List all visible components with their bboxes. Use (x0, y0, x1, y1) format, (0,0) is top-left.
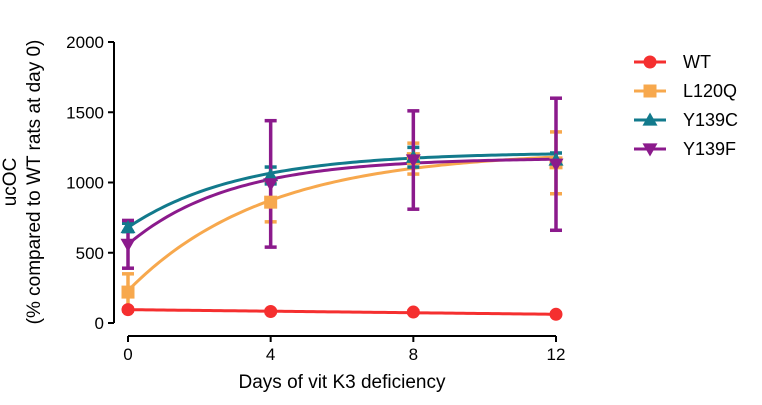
x-tick-label: 4 (266, 345, 275, 364)
data-point-y139f (263, 178, 279, 192)
y-axis-title-line1: ucOC (0, 158, 21, 207)
y-tick-label: 0 (95, 314, 104, 333)
x-tick-label: 12 (547, 345, 566, 364)
x-tick-label: 0 (123, 345, 132, 364)
data-point-wt (121, 303, 135, 317)
data-point-y139c (120, 219, 136, 234)
data-point-y139f (548, 158, 564, 172)
y-tick-label: 1500 (66, 103, 104, 122)
legend-marker-l120q (643, 84, 657, 98)
legend-marker-y139f (642, 143, 658, 157)
fit-curve-y139f (127, 157, 557, 246)
data-point-y139f (120, 238, 136, 252)
x-axis-title: Days of vit K3 deficiency (239, 372, 446, 393)
data-markers (120, 149, 564, 321)
data-point-y139f (405, 154, 421, 168)
y-tick-label: 1000 (66, 174, 104, 193)
fit-curve-y139c (127, 152, 557, 229)
y-axis-title-line2: (% compared to WT rats at day 0) (24, 40, 45, 325)
legend-label-l120q: L120Q (683, 81, 737, 101)
x-tick-label: 8 (409, 345, 418, 364)
fit-curves (126, 152, 557, 316)
y-tick-label: 500 (76, 244, 104, 263)
data-point-wt (264, 304, 278, 318)
fit-curve-l120q (126, 155, 557, 292)
legend-marker-y139c (642, 112, 658, 126)
legend: WT L120Q Y139C Y139F (634, 52, 738, 159)
data-point-l120q (264, 195, 278, 209)
data-point-wt (406, 305, 420, 319)
fit-curve-wt (127, 308, 557, 316)
data-point-wt (549, 307, 563, 321)
legend-marker-wt (643, 55, 657, 69)
legend-label-y139c: Y139C (683, 110, 738, 130)
legend-label-wt: WT (683, 52, 711, 72)
legend-label-y139f: Y139F (683, 139, 736, 159)
data-point-y139c (263, 167, 279, 182)
data-point-l120q (121, 285, 135, 299)
axes: 0 500 1000 1500 2000 0 4 8 12 (66, 33, 565, 364)
y-tick-label: 2000 (66, 33, 104, 52)
